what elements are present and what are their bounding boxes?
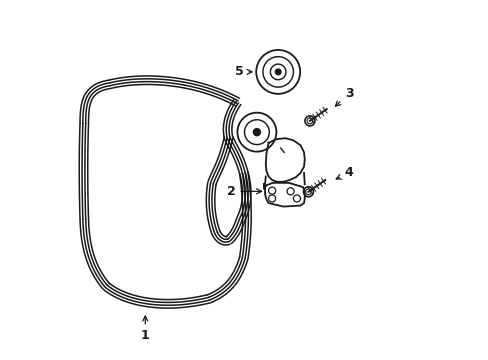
Circle shape	[253, 129, 260, 136]
Text: 3: 3	[335, 87, 353, 106]
Text: 5: 5	[234, 66, 251, 78]
Circle shape	[275, 69, 281, 75]
Text: 1: 1	[141, 316, 149, 342]
Text: 2: 2	[226, 185, 261, 198]
Text: 4: 4	[335, 166, 353, 179]
